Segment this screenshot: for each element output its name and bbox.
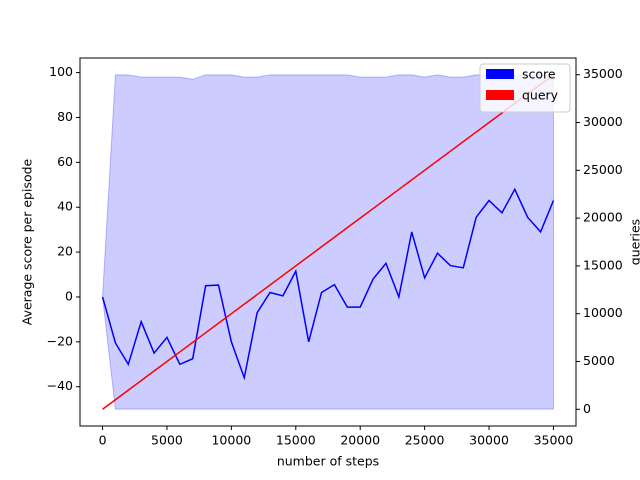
y-tick-label: −40 bbox=[47, 378, 73, 393]
legend-label: query bbox=[522, 88, 559, 103]
y-tick-label: −20 bbox=[47, 333, 73, 348]
legend-label: score bbox=[522, 67, 556, 82]
line-score bbox=[101, 187, 555, 381]
y2-tick-label: 10000 bbox=[583, 305, 623, 320]
x-tick-label: 0 bbox=[99, 433, 107, 448]
y-tick-label: 0 bbox=[65, 288, 73, 303]
y2-tick-label: 15000 bbox=[583, 257, 623, 272]
y2-tick-label: 0 bbox=[583, 401, 591, 416]
y-tick-label: 20 bbox=[57, 244, 73, 259]
plot-frame bbox=[79, 57, 577, 427]
legend-swatch bbox=[486, 69, 514, 79]
y2-tick-label: 35000 bbox=[583, 66, 623, 81]
y2-tick-label: 5000 bbox=[583, 353, 615, 368]
legend-swatch bbox=[486, 90, 514, 100]
x-tick-label: 30000 bbox=[469, 433, 509, 448]
x-tick-label: 5000 bbox=[151, 433, 183, 448]
y2-tick-label: 20000 bbox=[583, 210, 623, 225]
x-tick-label: 35000 bbox=[534, 433, 574, 448]
x-tick-label: 15000 bbox=[276, 433, 316, 448]
x-axis-label: number of steps bbox=[277, 454, 379, 469]
y2-axis-label: queries bbox=[628, 219, 640, 265]
y-tick-label: 100 bbox=[49, 64, 73, 79]
y-tick-label: 60 bbox=[57, 154, 73, 169]
x-tick-label: 20000 bbox=[340, 433, 380, 448]
y-tick-label: 80 bbox=[57, 109, 73, 124]
line-query bbox=[102, 74, 554, 410]
y2-tick-label: 25000 bbox=[583, 162, 623, 177]
y-axis-label: Average score per episode bbox=[20, 158, 35, 325]
y2-tick-label: 30000 bbox=[583, 114, 623, 129]
x-tick-label: 25000 bbox=[405, 433, 445, 448]
y-tick-label: 40 bbox=[57, 199, 73, 214]
x-tick-label: 10000 bbox=[211, 433, 251, 448]
